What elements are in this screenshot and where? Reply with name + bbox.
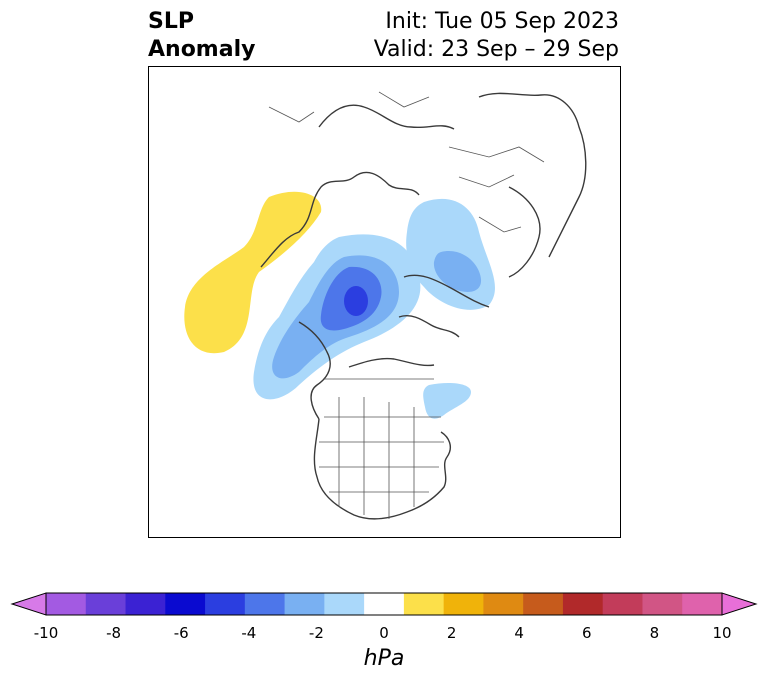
country-borders xyxy=(268,91,545,519)
colorbar-bin xyxy=(165,593,206,615)
colorbar-extend-high xyxy=(721,592,758,616)
negative-anomaly-core xyxy=(344,286,368,316)
colorbar-bin xyxy=(443,593,484,615)
colorbar-bin xyxy=(244,593,286,615)
colorbar-tick: 4 xyxy=(514,624,524,642)
coastlines xyxy=(260,92,587,520)
colorbar-bin xyxy=(403,593,445,615)
map-canvas xyxy=(184,91,587,520)
colorbar-border xyxy=(45,592,723,616)
colorbar-bin xyxy=(85,593,127,615)
colorbar-tick: 6 xyxy=(582,624,592,642)
colorbar-bin xyxy=(205,593,246,615)
colorbar-bin xyxy=(602,593,643,615)
colorbar-bin xyxy=(125,593,166,615)
map-subtitle: Init: Tue 05 Sep 2023 Valid: 23 Sep – 29… xyxy=(374,8,619,64)
colorbar-bin xyxy=(364,593,405,615)
colorbar-tick: -2 xyxy=(308,624,324,642)
colorbar-unit: hPa xyxy=(363,646,405,671)
colorbar-tick: 0 xyxy=(379,624,389,642)
colorbar-tick: -10 xyxy=(33,624,59,642)
colorbar-bin xyxy=(523,593,564,615)
negative-anomaly-east-canada xyxy=(423,383,471,419)
colorbar-bin xyxy=(562,593,604,615)
colorbar-tick: -4 xyxy=(241,624,257,642)
init-date: Init: Tue 05 Sep 2023 xyxy=(385,9,619,34)
map-title: SLP Anomaly xyxy=(148,8,255,64)
anomaly-map xyxy=(148,66,621,538)
valid-range: Valid: 23 Sep – 29 Sep xyxy=(373,37,619,62)
colorbar-tick: 8 xyxy=(649,624,660,642)
colorbar-bin xyxy=(284,593,325,615)
colorbar-tick: -6 xyxy=(173,624,189,642)
colorbar-tick: -8 xyxy=(106,624,122,642)
map-title-line2: Anomaly xyxy=(148,37,256,62)
colorbar-extend-low xyxy=(10,592,47,616)
colorbar xyxy=(10,592,758,616)
colorbar-bin xyxy=(483,593,524,615)
negative-anomaly-arctic-core xyxy=(433,251,482,292)
positive-anomaly-ne-pacific xyxy=(184,191,322,354)
colorbar-bin xyxy=(682,593,723,615)
colorbar-bin xyxy=(324,593,365,615)
colorbar-bin xyxy=(46,593,87,615)
colorbar-tick: 10 xyxy=(712,624,732,642)
colorbar-bin xyxy=(642,593,683,615)
colorbar-tick: 2 xyxy=(446,624,457,642)
map-title-line1: SLP xyxy=(148,9,194,34)
